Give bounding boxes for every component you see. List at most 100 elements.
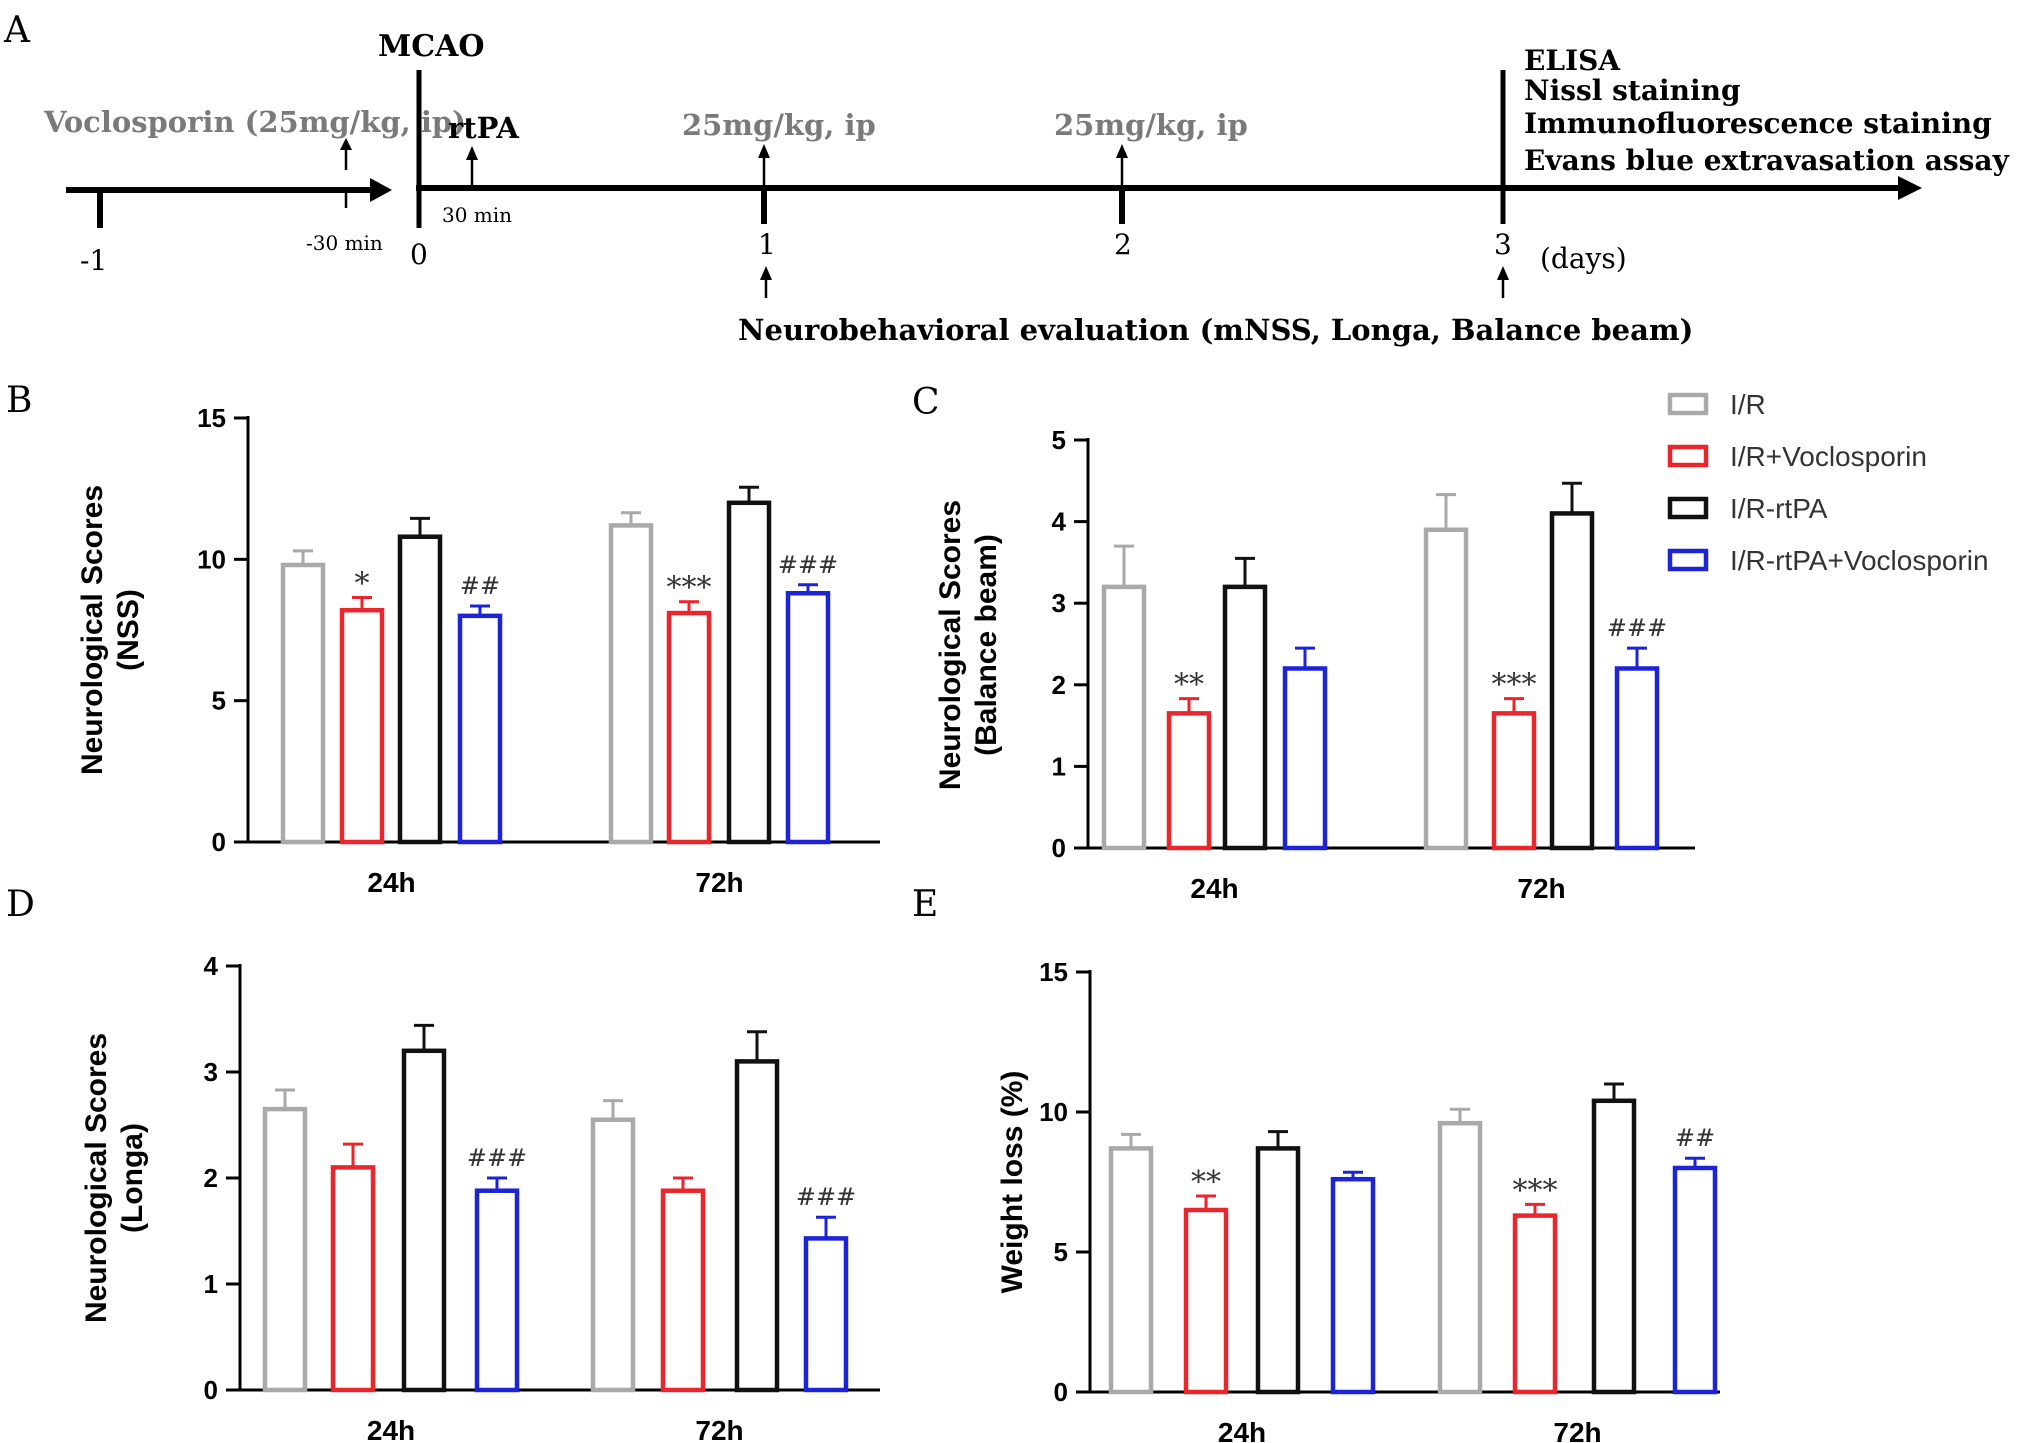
y-tick-label: 2	[1052, 670, 1066, 700]
bar-i-r-72h	[590, 1117, 636, 1393]
legend: I/R I/R+Voclosporin I/R-rtPA I/R-rtPA+Voclo…	[1667, 389, 1989, 576]
legend-label-i-r-rtpa: I/R-rtPA	[1730, 493, 1828, 524]
significance-mark: *	[355, 566, 370, 601]
y-axis-label: (NSS)	[112, 589, 145, 671]
endpoint-elisa: ELISA	[1524, 44, 1621, 77]
arrow-rtpa	[466, 146, 478, 186]
significance-mark: ***	[1513, 1173, 1558, 1208]
legend-swatch-i-r-rtpa-voclosporin	[1667, 548, 1709, 572]
y-axis-label: Neurological Scores	[934, 500, 967, 790]
bar-i-r-rtpa-72h	[726, 500, 772, 845]
bar-i-r-rtpa-voclosporin-72h	[785, 591, 831, 845]
significance-mark: ###	[467, 1144, 527, 1172]
bar-i-r-24h	[280, 562, 326, 845]
y-tick-label: 15	[1039, 957, 1068, 987]
bar-i-r-voclosporin-72h	[666, 610, 712, 845]
panel-label-d: D	[6, 884, 35, 925]
timeline-arrowhead-pre	[370, 178, 392, 202]
rtpa-label: rtPA	[448, 111, 519, 145]
legend-label-i-r-rtpa-voclosporin: I/R-rtPA+Voclosporin	[1730, 545, 1989, 576]
day-label-3: 3	[1494, 228, 1512, 261]
bar-i-r-voclosporin-24h	[1166, 711, 1212, 851]
bar-i-r-rtpa-voclosporin-72h	[803, 1236, 849, 1393]
y-axis-label: (Longa)	[116, 1123, 149, 1233]
bar-i-r-24h	[1101, 584, 1147, 851]
bar-i-r-rtpa-72h	[1591, 1098, 1637, 1395]
bar-i-r-rtpa-24h	[401, 1048, 447, 1393]
panel-d: D 0 1 2 3 4 Neurological Scores (Longa) ### ### 2…	[6, 884, 880, 1443]
timeline-panel: A MCAO Voclosporin (25mg/kg, ip) rtPA 25…	[3, 10, 2010, 347]
x-category-label: 24h	[1190, 873, 1238, 904]
y-tick-label: 10	[197, 544, 226, 574]
x-category-label: 72h	[1517, 873, 1565, 904]
bar-i-r-rtpa-voclosporin-24h	[457, 613, 503, 845]
x-category-label: 72h	[1553, 1417, 1601, 1443]
legend-swatch-i-r	[1667, 392, 1709, 416]
y-tick-label: 15	[197, 403, 226, 433]
arrow-day1-eval	[760, 266, 772, 298]
legend-label-i-r-voclosporin: I/R+Voclosporin	[1730, 441, 1927, 472]
bar-i-r-rtpa-24h	[1255, 1146, 1301, 1395]
dose-day2-label: 25mg/kg, ip	[1054, 108, 1248, 142]
y-tick-label: 0	[212, 827, 226, 857]
pre-time-label: -30 min	[306, 231, 383, 255]
significance-mark: ###	[1607, 614, 1667, 642]
arrow-pre-dose	[340, 138, 352, 208]
bar-i-r-voclosporin-24h	[339, 607, 385, 845]
bar-i-r-72h	[1423, 527, 1469, 851]
x-category-label: 24h	[1218, 1417, 1266, 1443]
y-tick-label: 4	[1052, 507, 1067, 537]
legend-swatch-i-r-voclosporin	[1667, 444, 1709, 468]
panel-label-c: C	[912, 382, 940, 423]
bar-i-r-rtpa-24h	[1222, 584, 1268, 851]
bar-i-r-voclosporin-24h	[1183, 1207, 1229, 1395]
y-axis-label: Weight loss (%)	[996, 1071, 1029, 1294]
bar-i-r-72h	[608, 523, 654, 845]
mcao-label: MCAO	[378, 29, 485, 64]
y-tick-label: 0	[1052, 833, 1066, 863]
significance-mark: ##	[1675, 1124, 1715, 1152]
bar-i-r-rtpa-voclosporin-24h	[1282, 666, 1328, 851]
significance-mark: **	[1191, 1165, 1221, 1200]
pre-drug-label: Voclosporin (25mg/kg, ip)	[43, 105, 466, 139]
days-unit: (days)	[1540, 242, 1627, 275]
bar-i-r-24h	[1108, 1146, 1154, 1395]
day-label-2: 2	[1114, 228, 1132, 261]
timeline-arrowhead-main	[1898, 176, 1922, 200]
arrow-day1-dose	[758, 144, 770, 186]
significance-mark: ***	[667, 571, 712, 606]
y-tick-label: 3	[1052, 588, 1066, 618]
y-tick-label: 5	[1052, 425, 1066, 455]
bar-i-r-rtpa-voclosporin-72h	[1672, 1165, 1718, 1395]
x-category-label: 24h	[367, 867, 415, 898]
y-tick-label: 10	[1039, 1097, 1068, 1127]
bar-i-r-voclosporin-72h	[1512, 1213, 1558, 1395]
y-tick-label: 5	[1054, 1237, 1068, 1267]
day-label-minus-1: -1	[80, 244, 107, 277]
significance-mark: ###	[778, 551, 838, 579]
y-axis-label: Neurological Scores	[80, 1033, 113, 1323]
y-tick-label: 2	[204, 1163, 218, 1193]
endpoint-immunofluorescence: Immunofluorescence staining	[1524, 107, 1992, 140]
y-tick-label: 4	[204, 951, 219, 981]
panel-label-a: A	[3, 10, 31, 51]
bar-i-r-rtpa-24h	[397, 534, 443, 845]
panel-label-e: E	[912, 884, 938, 925]
panel-c: C 0 1 2 3 4 5 Neurological Scores (Balance beam…	[912, 382, 1695, 904]
x-category-label: 72h	[695, 1415, 743, 1443]
bar-i-r-rtpa-voclosporin-72h	[1614, 666, 1660, 851]
y-axis-label: Neurological Scores	[76, 485, 109, 775]
bar-i-r-rtpa-72h	[1549, 511, 1595, 851]
y-tick-label: 0	[1054, 1377, 1068, 1407]
bar-i-r-rtpa-voclosporin-24h	[1330, 1176, 1376, 1395]
bar-i-r-24h	[262, 1106, 308, 1393]
legend-label-i-r: I/R	[1730, 389, 1766, 420]
endpoint-evans-blue: Evans blue extravasation assay	[1524, 144, 2010, 177]
y-tick-label: 3	[204, 1057, 218, 1087]
bar-i-r-voclosporin-24h	[330, 1165, 376, 1393]
significance-mark: ###	[796, 1183, 856, 1211]
bar-i-r-72h	[1437, 1120, 1483, 1395]
